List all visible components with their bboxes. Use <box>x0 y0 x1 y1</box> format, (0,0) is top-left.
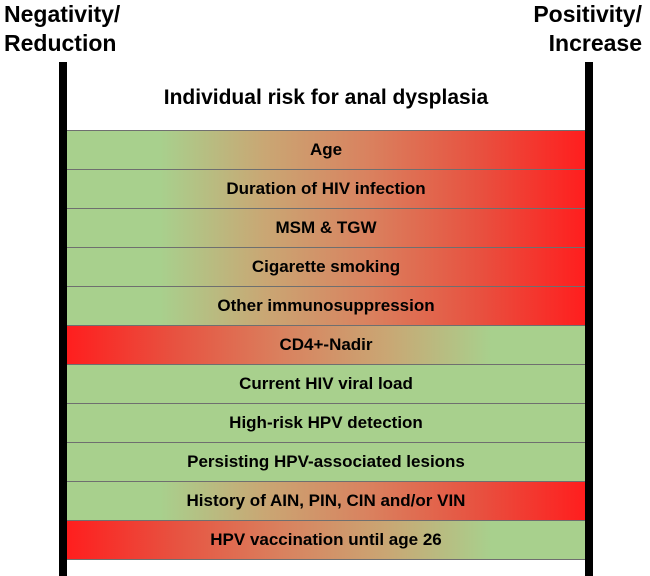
risk-factor-label: Age <box>309 140 343 159</box>
reduction-label: Reduction <box>4 30 117 56</box>
risk-factor-label: Current HIV viral load <box>239 374 413 393</box>
risk-factor-label: Duration of HIV infection <box>226 179 426 198</box>
risk-factor-row: Persisting HPV-associated lesions <box>67 443 585 482</box>
risk-factor-row: Duration of HIV infection <box>67 170 585 209</box>
risk-factor-list: Age Duration of HIV infection MSM & TGW Cig… <box>67 130 585 560</box>
risk-factor-row: Cigarette smoking <box>67 248 585 287</box>
negativity-label: Negativity/ <box>4 1 121 27</box>
risk-factor-label: History of AIN, PIN, CIN and/or VIN <box>186 491 466 510</box>
risk-factor-label: High-risk HPV detection <box>229 413 423 432</box>
risk-factor-row: MSM & TGW <box>67 209 585 248</box>
risk-factor-row: HPV vaccination until age 26 <box>67 521 585 560</box>
right-axis-bar <box>585 62 593 576</box>
risk-factor-row: Other immunosuppression <box>67 287 585 326</box>
diagram-title: Individual risk for anal dysplasia <box>163 86 489 109</box>
risk-factor-row: Current HIV viral load <box>67 365 585 404</box>
risk-factor-row: CD4+-Nadir <box>67 326 585 365</box>
risk-factor-row: High-risk HPV detection <box>67 404 585 443</box>
positivity-increase-label: Positivity/ Increase <box>533 0 642 58</box>
negativity-reduction-label: Negativity/ Reduction <box>4 0 120 58</box>
risk-factor-label: MSM & TGW <box>275 218 377 237</box>
left-axis-bar <box>59 62 67 576</box>
risk-factor-label: Cigarette smoking <box>251 257 401 276</box>
positivity-label: Positivity/ <box>533 1 642 27</box>
risk-factor-label: Other immunosuppression <box>217 296 435 315</box>
risk-factor-row: History of AIN, PIN, CIN and/or VIN <box>67 482 585 521</box>
risk-factor-row: Age <box>67 131 585 170</box>
increase-label: Increase <box>548 30 642 56</box>
risk-factor-label: HPV vaccination until age 26 <box>210 530 442 549</box>
risk-factor-label: CD4+-Nadir <box>279 335 373 354</box>
risk-factor-label: Persisting HPV-associated lesions <box>187 452 465 471</box>
